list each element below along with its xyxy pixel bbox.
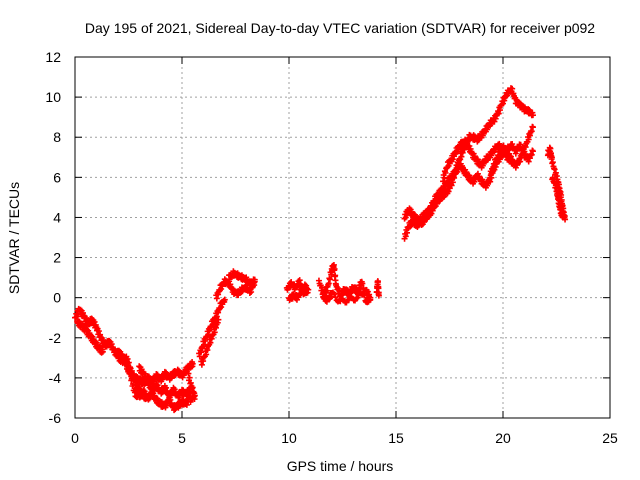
data-point (449, 179, 456, 186)
data-point (328, 271, 335, 278)
data-point (521, 148, 528, 155)
y-tick-label: 6 (53, 169, 61, 185)
y-tick-label: -2 (49, 330, 62, 346)
data-point (99, 348, 106, 355)
data-point (189, 360, 196, 367)
data-point (213, 313, 220, 320)
y-tick-label: -6 (49, 410, 62, 426)
data-point (186, 374, 193, 381)
data-point (495, 110, 502, 117)
plot-frame (74, 56, 611, 419)
data-point (183, 401, 190, 408)
y-axis-label: SDTVAR / TECUs (6, 182, 22, 294)
data-point (509, 85, 516, 92)
data-point (331, 291, 338, 298)
data-point (354, 294, 361, 301)
data-point (130, 381, 137, 388)
data-point (508, 156, 515, 163)
data-point (375, 292, 382, 299)
data-point (211, 329, 218, 336)
x-tick-label: 5 (178, 430, 186, 446)
data-point (525, 136, 532, 143)
data-point (144, 394, 151, 401)
data-point (185, 370, 192, 377)
data-point (449, 156, 456, 163)
x-tick-label: 0 (71, 430, 79, 446)
data-point (215, 316, 222, 323)
data-point (402, 233, 409, 240)
grid-lines (75, 57, 610, 418)
data-point (325, 280, 332, 287)
x-tick-label: 10 (281, 430, 297, 446)
data-point (207, 339, 214, 346)
data-point (517, 158, 524, 165)
data-point (458, 153, 465, 160)
x-axis-label: GPS time / hours (287, 458, 394, 474)
data-point (213, 295, 220, 302)
data-point (121, 356, 128, 363)
data-point (559, 214, 566, 221)
data-point (445, 188, 452, 195)
data-point (203, 351, 210, 358)
y-tick-label: 0 (53, 290, 61, 306)
data-point (552, 182, 559, 189)
y-tick-label: 12 (45, 49, 61, 65)
data-point (163, 384, 170, 391)
data-point (198, 361, 205, 368)
y-tick-label: -4 (49, 370, 62, 386)
data-series-sdtvar (72, 85, 569, 414)
data-point (552, 169, 559, 176)
data-point (529, 148, 536, 155)
y-tick-label: 8 (53, 129, 61, 145)
data-point (303, 282, 310, 289)
axis-ticks: 0 5 10 15 20 25 -6 -4 -2 0 2 4 6 8 10 12 (45, 49, 618, 446)
data-point (448, 182, 455, 189)
data-point (108, 341, 115, 348)
chart-title: Day 195 of 2021, Sidereal Day-to-day VTE… (85, 20, 595, 36)
data-point (548, 154, 555, 161)
data-point (487, 174, 494, 181)
data-point (441, 174, 448, 181)
y-tick-label: 10 (45, 89, 61, 105)
y-tick-label: 2 (53, 250, 61, 266)
data-point (404, 229, 411, 236)
data-point (366, 291, 373, 298)
data-point (332, 294, 339, 301)
data-point (336, 287, 343, 294)
x-tick-label: 15 (388, 430, 404, 446)
data-point (251, 276, 258, 283)
data-point (359, 280, 366, 287)
data-point (529, 124, 536, 131)
y-tick-label: 4 (53, 209, 61, 225)
data-point (529, 112, 536, 119)
data-point (221, 296, 228, 303)
data-point (100, 336, 107, 343)
data-point (95, 328, 102, 335)
data-point (551, 166, 558, 173)
data-point (525, 158, 532, 165)
data-point (326, 276, 333, 283)
data-point (187, 398, 194, 405)
x-tick-label: 25 (602, 430, 618, 446)
data-point (367, 296, 374, 303)
data-point (331, 265, 338, 272)
data-point (319, 284, 326, 291)
data-point (440, 178, 447, 185)
x-tick-label: 20 (495, 430, 511, 446)
